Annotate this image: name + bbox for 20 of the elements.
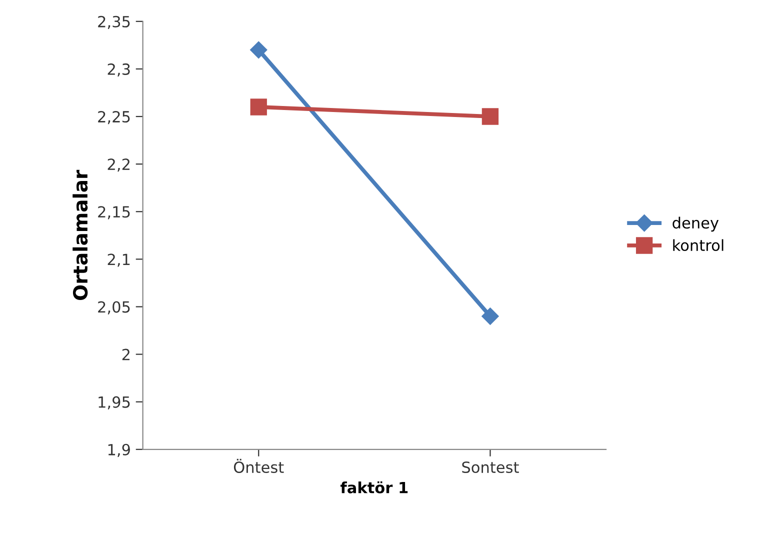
legend-label: kontrol <box>673 239 724 252</box>
y-tick-label: 2,15 <box>98 206 130 220</box>
y-tick-label: 2,3 <box>108 63 130 77</box>
x-axis-title: faktör 1 <box>340 481 408 494</box>
y-tick-label: 1,9 <box>108 444 130 457</box>
y-axis-title: Ortalamalar <box>72 170 88 300</box>
legend-label: deney <box>672 216 719 232</box>
point <box>482 308 499 325</box>
y-tick-label: 2,35 <box>98 16 130 29</box>
point <box>250 41 268 58</box>
x-tick-label: Sontest <box>462 461 519 474</box>
point <box>482 108 499 125</box>
y-tick-label: 1,95 <box>98 396 130 410</box>
y-tick-label: 2,2 <box>108 158 130 172</box>
y-tick-label: 2,25 <box>98 110 130 124</box>
y-tick-label: 2 <box>122 348 130 360</box>
point <box>250 98 267 116</box>
x-tick-label: Öntest <box>234 458 284 474</box>
y-tick-label: 2,05 <box>98 301 130 314</box>
y-tick-label: 2,1 <box>108 254 130 267</box>
